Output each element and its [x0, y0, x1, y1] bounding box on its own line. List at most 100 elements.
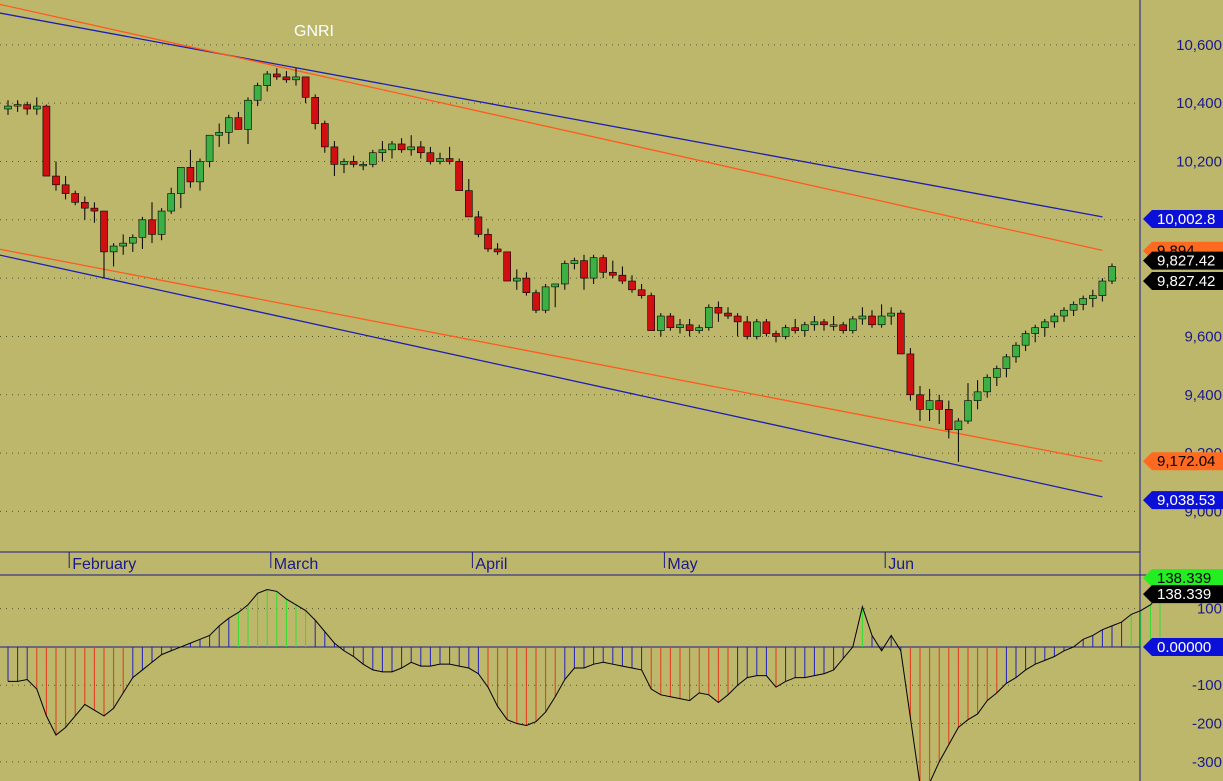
- candle-body: [877, 315, 886, 326]
- candle-body: [762, 321, 771, 334]
- candle-body: [954, 420, 963, 431]
- candle-body: [637, 289, 646, 296]
- month-label: April: [475, 556, 507, 573]
- candle-body: [522, 277, 531, 294]
- value-tag-label: 138.339: [1157, 586, 1211, 603]
- candle-body: [858, 315, 867, 320]
- value-tag-label: 9,827.42: [1157, 253, 1215, 270]
- candle-body: [71, 193, 79, 203]
- candle-body: [752, 321, 761, 337]
- candle-body: [42, 105, 51, 177]
- candle-body: [263, 73, 272, 86]
- candle-body: [733, 315, 742, 323]
- candle-body: [205, 134, 214, 162]
- value-tag-bg: [1143, 209, 1223, 228]
- value-tag-label: 0.00000: [1157, 639, 1211, 656]
- channel-line: [0, 248, 1103, 462]
- candle-body: [301, 76, 310, 98]
- candle-body: [791, 327, 800, 331]
- value-tag-bg: [1143, 452, 1223, 471]
- candle-body: [378, 149, 387, 154]
- value-tag-label: 10,002.8: [1157, 211, 1215, 228]
- candle-body: [580, 260, 588, 279]
- osc-tag: 138.339: [1143, 585, 1223, 604]
- candle-body: [589, 257, 598, 279]
- price-tag: 9,827.42: [1143, 251, 1223, 270]
- candle-body: [1002, 356, 1011, 369]
- candle-body: [90, 207, 99, 212]
- candle-body: [541, 286, 550, 311]
- candle-body: [608, 271, 617, 276]
- candle-body: [868, 315, 876, 326]
- candle-body: [944, 409, 953, 431]
- candle-body: [282, 76, 291, 81]
- value-tag-label: 9,827.42: [1157, 273, 1215, 290]
- candle-body: [810, 321, 819, 326]
- candle-body: [464, 190, 473, 218]
- candle-body: [512, 277, 521, 282]
- candle-body: [532, 292, 540, 311]
- candle-body: [445, 158, 454, 162]
- candle-body: [925, 400, 934, 410]
- channel-line: [0, 12, 1103, 218]
- candle-body: [666, 315, 675, 328]
- value-tag-label: 9,172.04: [1157, 453, 1215, 470]
- candle-body: [436, 158, 444, 162]
- candle-body: [916, 394, 924, 410]
- value-tag-bg: [1143, 637, 1223, 656]
- candle-body: [368, 152, 377, 165]
- osc-tag: 138.339: [1143, 569, 1223, 587]
- candle-body: [272, 73, 281, 78]
- value-tag-label: 138.339: [1157, 570, 1211, 587]
- candle-body: [685, 324, 694, 331]
- candle-body: [695, 327, 704, 331]
- candle-body: [1069, 304, 1078, 311]
- candle-body: [32, 105, 41, 110]
- candle-body: [253, 85, 262, 101]
- value-tag-bg: [1143, 272, 1223, 291]
- month-label: Jun: [888, 556, 914, 573]
- candle-body: [119, 242, 127, 247]
- candle-body: [772, 333, 780, 337]
- channel-line: [0, 3, 1103, 252]
- candle-body: [167, 193, 175, 212]
- candle-body: [1021, 333, 1030, 346]
- candle-body: [935, 400, 944, 410]
- value-tag-bg: [1143, 491, 1223, 510]
- candle-body: [781, 327, 790, 337]
- candle-body: [1089, 295, 1097, 299]
- candle-body: [244, 99, 252, 130]
- candle-body: [964, 400, 972, 422]
- candle-body: [215, 132, 223, 136]
- candle-body: [570, 260, 579, 264]
- candle-body: [4, 105, 12, 110]
- candle-body: [704, 306, 713, 328]
- month-label: February: [72, 556, 136, 573]
- value-tag-bg: [1143, 251, 1223, 270]
- candle-body: [1012, 344, 1020, 358]
- candle-body: [13, 104, 22, 107]
- osc-line: [8, 588, 1161, 781]
- candle-body: [503, 251, 512, 282]
- candle-body: [157, 210, 166, 235]
- candle-body: [340, 161, 348, 165]
- candle-body: [359, 164, 368, 167]
- candle-body: [887, 312, 896, 317]
- candle-body: [61, 184, 70, 194]
- candle-body: [129, 236, 137, 244]
- candle-body: [656, 315, 665, 331]
- candle-body: [676, 324, 684, 328]
- candle-body: [23, 104, 32, 110]
- price-tag: 9,172.04: [1143, 452, 1223, 471]
- candle-body: [196, 161, 204, 183]
- y-tick-label: 10,200: [1176, 153, 1222, 170]
- candle-body: [177, 167, 185, 194]
- candle-body: [138, 219, 147, 238]
- osc-y-tick-label: 100: [1197, 601, 1222, 618]
- price-tag: 10,002.8: [1143, 209, 1223, 228]
- candle-body: [714, 306, 723, 314]
- candle-body: [100, 210, 108, 253]
- candle-body: [388, 143, 396, 151]
- candle-body: [560, 263, 569, 285]
